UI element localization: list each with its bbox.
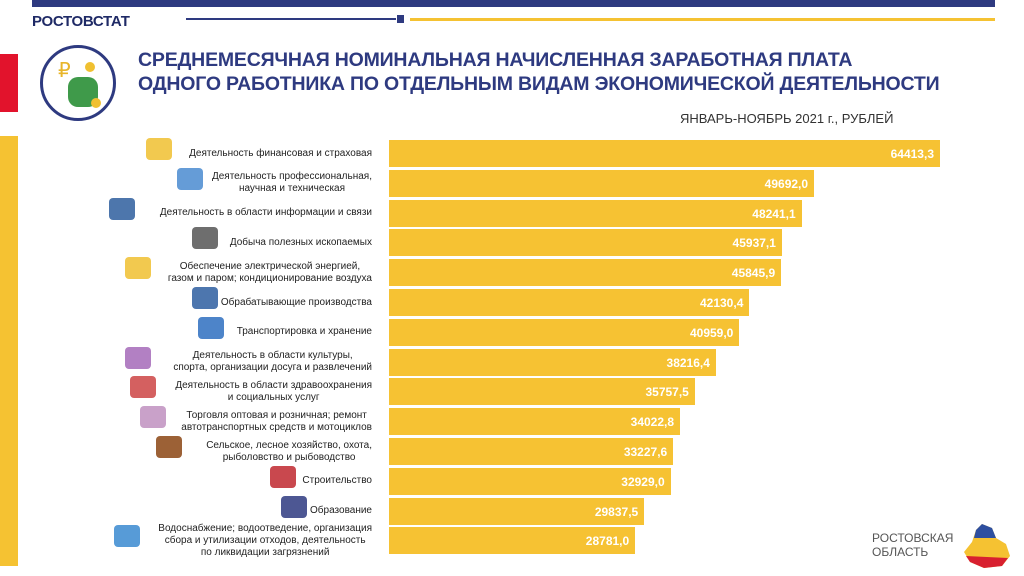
wallet-ruble-icon: ₽ [40,45,116,121]
region-line: ОБЛАСТЬ [872,545,929,559]
data-label: 42130,4 [699,296,744,310]
category-label-line: Деятельность финансовая и страховая [189,147,372,159]
category-label-line: Деятельность в области информации и связ… [159,207,372,219]
data-label: 45937,1 [732,236,776,251]
category-label-line: Обрабатывающие производства [220,296,372,308]
stethoscope-icon [130,376,156,399]
category-label: Строительство [302,475,372,487]
data-label: 64413,3 [890,147,934,161]
category-label-line: спорта, организации досуга и развлечений [173,362,372,374]
phone-mail-icon [109,197,136,220]
shovel-diamond-icon [192,227,219,250]
lightbulb-icon [124,257,151,280]
divider-marker [397,15,404,23]
category-label: Образование [310,505,372,517]
bar: 45845,9 [389,259,782,287]
bar: 28781,0 [389,527,636,555]
category-label-line: Строительство [302,475,372,487]
bar: 49692,0 [389,169,815,197]
accent-strip-red [0,54,18,112]
data-label: 38216,4 [666,355,710,370]
svg-text:₽: ₽ [58,58,71,82]
divider [410,18,995,21]
category-label: Деятельность финансовая и страховая [189,148,372,160]
category-label-line: Деятельность в области культуры, [192,350,353,362]
category-label-line: и социальных услуг [227,391,320,403]
bar: 45937,1 [389,229,782,257]
hammer-gear-icon [192,287,219,309]
bar: 40959,0 [389,318,740,346]
category-label-line: Обеспечение электрической энергией, [179,260,361,272]
bar: 48241,1 [389,199,802,227]
data-label: 40959,0 [689,325,734,340]
data-label: 34022,8 [630,415,675,430]
category-label: Деятельность профессиональная, научная и … [212,171,372,195]
category-label-line: Торговля оптовая и розничная; ремонт [186,409,367,421]
chart-subtitle: ЯНВАРЬ-НОЯБРЬ 2021 г., РУБЛЕЙ [680,111,894,126]
bar: 35757,5 [389,378,695,406]
chart-title: СРЕДНЕМЕСЯЧНАЯ НОМИНАЛЬНАЯ НАЧИСЛЕННАЯ З… [138,48,940,96]
category-label: Обеспечение электрической энергией, газом… [168,261,372,285]
category-label-line: Деятельность в области здравоохранения [175,379,372,391]
category-label-line: газом и паром; кондиционирование воздуха [167,272,372,284]
category-label: Деятельность в области культуры, спорта, … [173,350,372,374]
region-map-icon [962,522,1012,575]
category-label-line: по ликвидации загрязнений [200,546,330,558]
data-label: 29837,5 [594,504,639,519]
data-label: 28781,0 [585,534,630,549]
category-label-line: научная и техническая [238,183,346,195]
category-label: Добыча полезных ископаемых [230,237,372,249]
data-label: 32929,0 [621,474,665,489]
category-label-line: Деятельность профессиональная, [211,171,372,183]
category-label: Деятельность в области здравоохранения и … [175,380,372,404]
category-label: Обрабатывающие производства [221,297,372,309]
microscope-icon [176,167,203,190]
data-label: 49692,0 [764,176,809,191]
category-label-line: сбора и утилизации отходов, деятельность [164,534,366,546]
data-label: 45845,9 [731,266,776,281]
category-label-line: рыболовство и рыбоводство [222,451,356,463]
data-label: 35757,5 [645,385,689,400]
category-label-line: Водоснабжение; водоотведение, организаци… [158,522,372,534]
category-label: Торговля оптовая и розничная; ремонт авто… [181,410,372,434]
category-label-line: Транспортировка и хранение [236,326,372,338]
category-label-line: Сельское, лесное хозяйство, охота, [206,439,372,451]
divider [186,18,396,20]
category-label: Деятельность в области информации и связ… [160,207,372,219]
data-label: 48241,1 [752,206,796,221]
bar: 34022,8 [389,408,681,436]
region-name: РОСТОВСКАЯ ОБЛАСТЬ [872,531,953,559]
rifle-fishing-icon [156,436,182,458]
category-label: Транспортировка и хранение [237,326,372,338]
region-line: РОСТОВСКАЯ [872,531,954,545]
title-line: СРЕДНЕМЕСЯЧНАЯ НОМИНАЛЬНАЯ НАЧИСЛЕННАЯ З… [138,49,853,71]
category-label: Сельское, лесное хозяйство, охота, рыболо… [206,440,372,464]
car-scissors-icon [140,406,167,429]
graduation-cap-icon [280,495,307,518]
bar: 29837,5 [389,497,645,525]
bar: 32929,0 [389,467,671,495]
bar: 33227,6 [389,438,674,465]
bar: 64413,3 [389,140,940,167]
tickets-icon [124,346,151,369]
category-label-line: автотранспортных средств и мотоциклов [181,421,372,433]
category-label-line: Образование [310,505,372,517]
coins-icon [145,138,172,160]
category-label: Водоснабжение; водоотведение, организаци… [158,523,372,559]
accent-strip-yellow [0,136,18,566]
pipe-icon [114,525,141,548]
bar: 42130,4 [389,289,750,316]
category-label-line: Добыча полезных ископаемых [229,236,372,248]
bricks-icon [270,465,297,488]
bus-icon [197,316,224,339]
top-bar [32,0,995,7]
data-label: 33227,6 [623,445,668,459]
brand-name: РОСТОВСТАТ [32,13,130,30]
bar: 38216,4 [389,348,716,376]
title-line: ОДНОГО РАБОТНИКА ПО ОТДЕЛЬНЫМ ВИДАМ ЭКОН… [138,73,940,95]
